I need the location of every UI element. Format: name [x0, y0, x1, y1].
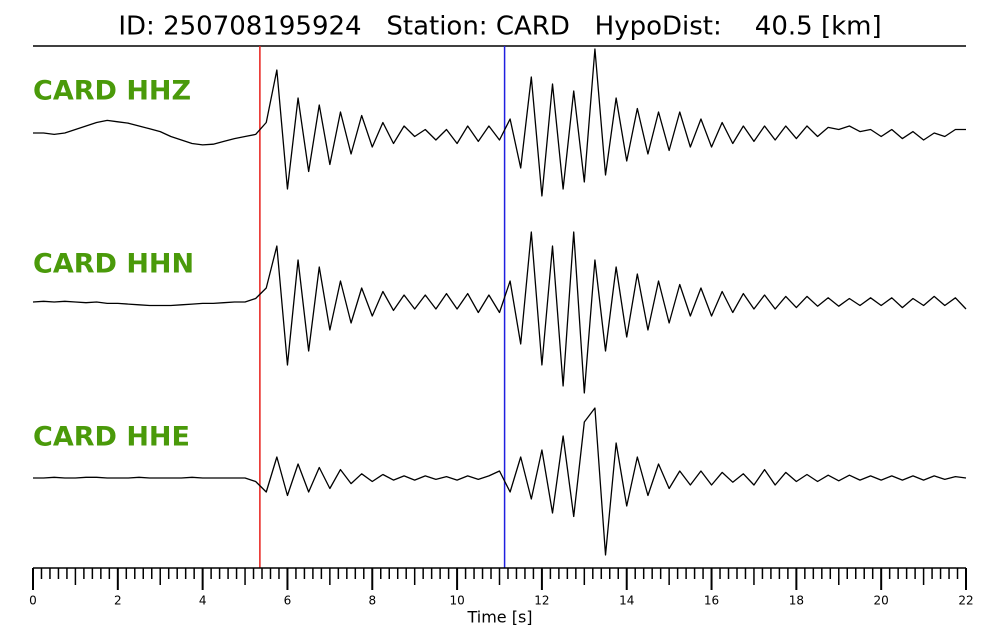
x-axis-label: Time [s]	[466, 608, 532, 627]
x-tick-label: 6	[284, 594, 292, 608]
trace-label: CARD HHE	[33, 422, 190, 453]
trace-label: CARD HHZ	[33, 76, 191, 107]
trace-label: CARD HHN	[33, 249, 194, 280]
x-tick-label: 18	[789, 594, 804, 608]
waveform	[33, 48, 966, 197]
x-tick-label: 10	[449, 594, 464, 608]
x-tick-label: 2	[114, 594, 122, 608]
waveform	[33, 407, 967, 556]
x-tick-label: 4	[199, 594, 207, 608]
x-tick-label: 22	[958, 594, 973, 608]
waveform	[32, 231, 967, 394]
chart-title: ID: 250708195924 Station: CARD HypoDist:…	[118, 12, 881, 42]
x-tick-label: 12	[534, 594, 549, 608]
x-tick-label: 8	[368, 594, 376, 608]
x-tick-label: 14	[619, 594, 634, 608]
x-tick-label: 0	[29, 594, 37, 608]
x-tick-label: 20	[874, 594, 889, 608]
x-tick-label: 16	[704, 594, 719, 608]
